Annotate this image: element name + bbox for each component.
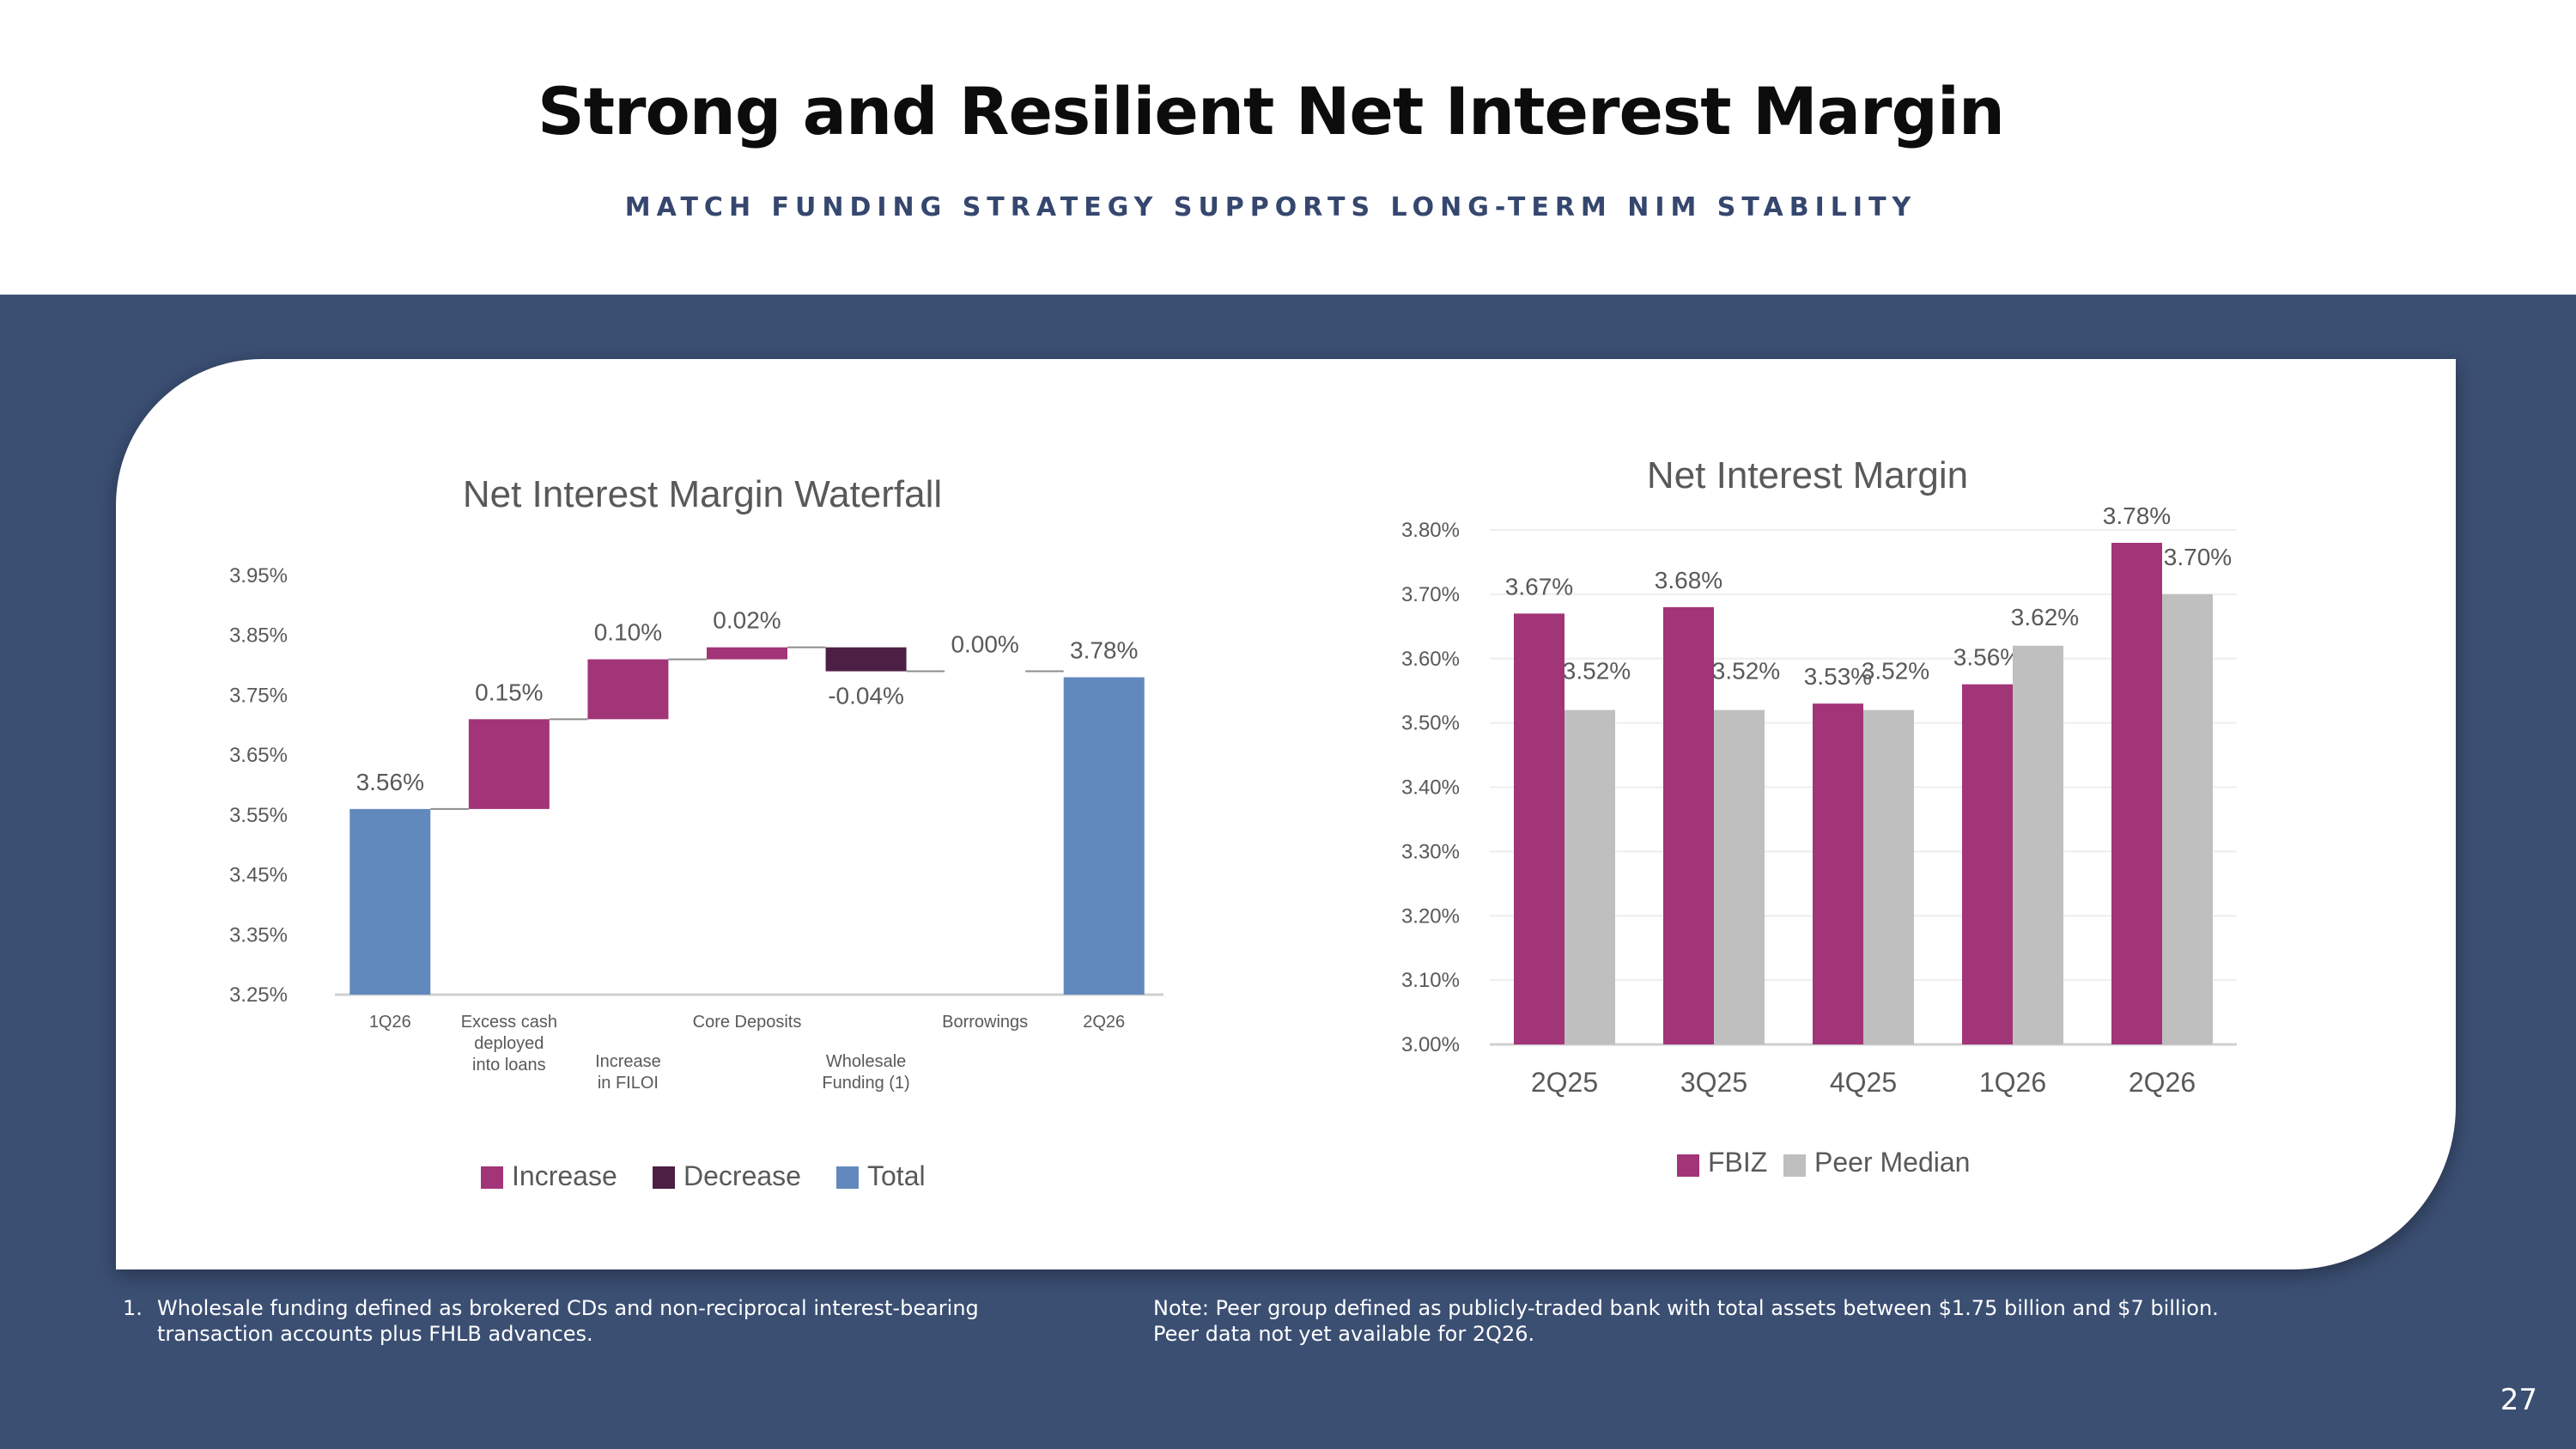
footnote-marker: 1.: [123, 1296, 143, 1320]
waterfall-category-label-2: Increase in FILOI: [595, 1052, 661, 1093]
nim-bar-chart: Net Interest Margin 3.80% 3.70% 3.60% 3.50% 3…: [1401, 454, 2237, 1178]
nim-data-label-peer-median-0: 3.52%: [1563, 658, 1631, 685]
nim-legend-swatch-fbiz: [1677, 1154, 1699, 1177]
nim-y-tick: 3.00%: [1401, 1033, 1460, 1056]
footnote-peer-group: Note: Peer group defined as publicly-tra…: [1153, 1296, 2219, 1346]
waterfall-data-label-3: 0.02%: [713, 607, 781, 634]
waterfall-y-tick: 3.55%: [229, 804, 288, 827]
waterfall-y-tick: 3.95%: [229, 564, 288, 588]
nim-bar-peer-median-0: [1564, 709, 1615, 1044]
waterfall-data-label-4: -0.04%: [828, 683, 904, 709]
waterfall-y-tick: 3.65%: [229, 744, 288, 767]
nim-category-label-4: 2Q26: [2129, 1067, 2196, 1098]
waterfall-category-line: into loans: [472, 1056, 546, 1075]
nim-category-label-0: 2Q25: [1531, 1067, 1598, 1098]
nim-bar-fbiz-2: [1813, 703, 1863, 1044]
waterfall-data-label-5: 0.00%: [951, 631, 1018, 658]
waterfall-category-label-5: Borrowings: [942, 1013, 1028, 1032]
waterfall-bar-6: [1063, 677, 1145, 995]
nim-y-tick: 3.10%: [1401, 969, 1460, 992]
nim-bar-fbiz-4: [2111, 542, 2162, 1044]
waterfall-y-tick: 3.75%: [229, 684, 288, 707]
waterfall-category-line: Funding (1): [822, 1074, 909, 1093]
waterfall-category-label-4: Wholesale Funding (1): [822, 1052, 909, 1093]
nim-data-label-fbiz-3: 3.56%: [1953, 644, 2021, 671]
nim-bar-peer-median-4: [2162, 594, 2213, 1044]
nim-bar-fbiz-3: [1962, 684, 2013, 1044]
waterfall-category-line: in FILOI: [598, 1074, 659, 1093]
waterfall-legend-swatch-decrease: [653, 1166, 675, 1189]
waterfall-legend-swatch-increase: [481, 1166, 503, 1189]
nim-category-label-2: 4Q25: [1830, 1067, 1897, 1098]
waterfall-y-tick: 3.25%: [229, 983, 288, 1007]
nim-y-tick: 3.60%: [1401, 648, 1460, 671]
waterfall-data-label-0: 3.56%: [356, 769, 424, 795]
waterfall-category-line: Increase: [595, 1052, 661, 1071]
nim-bar-peer-median-1: [1714, 709, 1765, 1044]
nim-title: Net Interest Margin: [1647, 454, 1968, 496]
waterfall-y-tick: 3.45%: [229, 864, 288, 887]
waterfall-category-line: Core Deposits: [693, 1013, 802, 1032]
nim-bar-peer-median-3: [2013, 645, 2063, 1044]
waterfall-legend-label-total: Total: [867, 1160, 926, 1191]
waterfall-category-label-6: 2Q26: [1083, 1013, 1125, 1032]
nim-y-tick: 3.80%: [1401, 519, 1460, 542]
waterfall-category-line: Excess cash: [461, 1013, 557, 1032]
waterfall-legend-label-increase: Increase: [512, 1160, 617, 1191]
page-title: Strong and Resilient Net Interest Margin: [537, 73, 2005, 149]
waterfall-data-label-6: 3.78%: [1070, 637, 1138, 664]
nim-data-label-fbiz-0: 3.67%: [1505, 573, 1573, 600]
nim-data-label-peer-median-2: 3.52%: [1862, 658, 1929, 685]
nim-bar-peer-median-2: [1863, 709, 1914, 1044]
waterfall-bar-2: [587, 659, 669, 720]
waterfall-category-line: Borrowings: [942, 1013, 1028, 1032]
page-number: 27: [2500, 1383, 2537, 1417]
nim-data-label-fbiz-4: 3.78%: [2103, 502, 2171, 529]
waterfall-category-line: deployed: [474, 1034, 544, 1053]
waterfall-bar-0: [349, 808, 431, 995]
waterfall-category-line: 2Q26: [1083, 1013, 1125, 1032]
waterfall-chart: Net Interest Margin Waterfall 3.95% 3.85% 3…: [229, 473, 1163, 1191]
nim-data-label-peer-median-4: 3.70%: [2164, 544, 2232, 570]
waterfall-bar-3: [707, 647, 787, 660]
nim-y-tick: 3.70%: [1401, 583, 1460, 606]
nim-data-label-peer-median-1: 3.52%: [1712, 658, 1780, 685]
nim-data-label-fbiz-1: 3.68%: [1655, 567, 1722, 594]
nim-data-label-peer-median-3: 3.62%: [2011, 604, 2079, 630]
nim-bar-fbiz-1: [1663, 606, 1714, 1044]
waterfall-y-tick: 3.35%: [229, 923, 288, 947]
waterfall-data-label-2: 0.10%: [594, 619, 662, 646]
page-subtitle: MATCH FUNDING STRATEGY SUPPORTS LONG-TER…: [624, 192, 1917, 222]
nim-legend-label-peer-median: Peer Median: [1814, 1147, 1970, 1178]
waterfall-category-label-3: Core Deposits: [693, 1013, 802, 1032]
waterfall-bar-4: [825, 647, 907, 672]
nim-data-label-fbiz-2: 3.53%: [1804, 663, 1872, 690]
nim-legend-swatch-peer-median: [1783, 1154, 1806, 1177]
waterfall-legend-label-decrease: Decrease: [683, 1160, 801, 1191]
chart-card: [116, 359, 2456, 1269]
nim-y-tick: 3.30%: [1401, 840, 1460, 863]
waterfall-category-line: Wholesale: [826, 1052, 906, 1071]
footnote-wholesale-funding: Wholesale funding defined as brokered CD…: [157, 1296, 979, 1346]
waterfall-data-label-1: 0.15%: [475, 679, 543, 705]
nim-y-tick: 3.50%: [1401, 712, 1460, 735]
waterfall-category-line: 1Q26: [369, 1013, 411, 1032]
waterfall-category-label-1: Excess cash deployed into loans: [461, 1013, 557, 1075]
waterfall-y-tick: 3.85%: [229, 624, 288, 648]
nim-y-tick: 3.40%: [1401, 776, 1460, 800]
waterfall-category-label-0: 1Q26: [369, 1013, 411, 1032]
nim-category-label-3: 1Q26: [1979, 1067, 2046, 1098]
waterfall-bar-1: [468, 719, 550, 809]
nim-legend-label-fbiz: FBIZ: [1708, 1147, 1767, 1178]
nim-bar-fbiz-0: [1514, 613, 1564, 1044]
slide-header: Strong and Resilient Net Interest Margin…: [0, 0, 2576, 295]
waterfall-title: Net Interest Margin Waterfall: [463, 473, 942, 515]
waterfall-legend-swatch-total: [836, 1166, 859, 1189]
nim-y-tick: 3.20%: [1401, 904, 1460, 928]
nim-category-label-1: 3Q25: [1680, 1067, 1747, 1098]
